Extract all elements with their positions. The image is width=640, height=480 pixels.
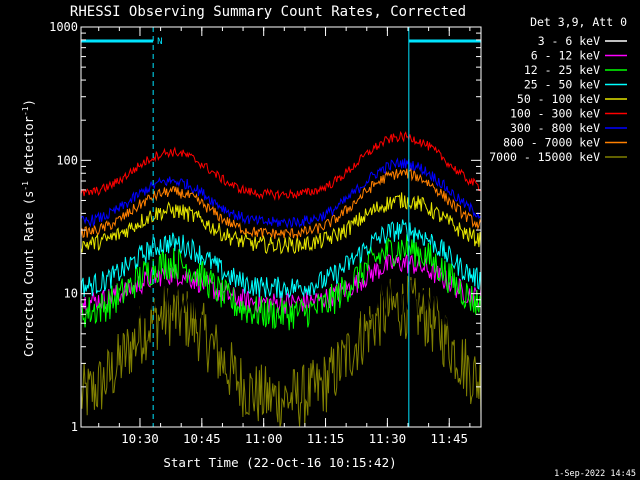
x-tick-label-1: 10:45 (183, 431, 221, 446)
timestamp: 1-Sep-2022 14:45 (554, 469, 636, 479)
series-line-0 (80, 274, 482, 344)
x-tick-label-5: 11:45 (430, 431, 468, 446)
legend-label-6: 300 - 800 keV (510, 121, 600, 135)
series-line-7 (80, 167, 482, 240)
x-tick-label-0: 10:30 (121, 431, 159, 446)
x-tick-label-2: 11:00 (245, 431, 283, 446)
night-marker: N (157, 37, 162, 47)
y-tick-label-3: 1000 (49, 20, 78, 34)
axis-layer: 1 10 100 1000 10:30 10:45 11:00 11:15 11:30 11:45 (49, 20, 481, 446)
legend-header: Det 3,9, Att 0 (530, 15, 627, 29)
legend-label-0: 3 - 6 keV (538, 34, 600, 48)
series-line-4 (80, 192, 482, 255)
series-line-6 (80, 157, 482, 229)
series-line-8 (80, 275, 482, 428)
plot-frame (80, 26, 482, 428)
chart-title: RHESSI Observing Summary Count Rates, Co… (70, 4, 466, 20)
legend-label-5: 100 - 300 keV (510, 107, 600, 121)
legend-label-1: 6 - 12 keV (531, 49, 600, 63)
y-tick-label-0: 1 (71, 420, 78, 434)
series-line-3 (80, 219, 482, 299)
y-tick-label-2: 100 (56, 153, 78, 167)
x-tick-label-3: 11:15 (307, 431, 345, 446)
series-line-5 (80, 130, 482, 202)
legend-label-3: 25 - 50 keV (524, 78, 600, 92)
series-line-2 (80, 233, 482, 331)
y-axis-label: Corrected Count Rate (s-1 detector-1) (21, 99, 36, 357)
legend-label-8: 7000 - 15000 keV (489, 150, 600, 164)
legend-label-7: 800 - 7000 keV (503, 136, 600, 150)
legend-label-4: 50 - 100 keV (517, 92, 600, 106)
y-tick-label-1: 10 (64, 287, 78, 301)
x-tick-label-4: 11:30 (369, 431, 407, 446)
legend-label-2: 12 - 25 keV (524, 63, 600, 77)
series-layer (80, 130, 482, 428)
series-line-1 (80, 254, 482, 314)
x-axis-label: Start Time (22-Oct-16 10:15:42) (163, 455, 396, 470)
